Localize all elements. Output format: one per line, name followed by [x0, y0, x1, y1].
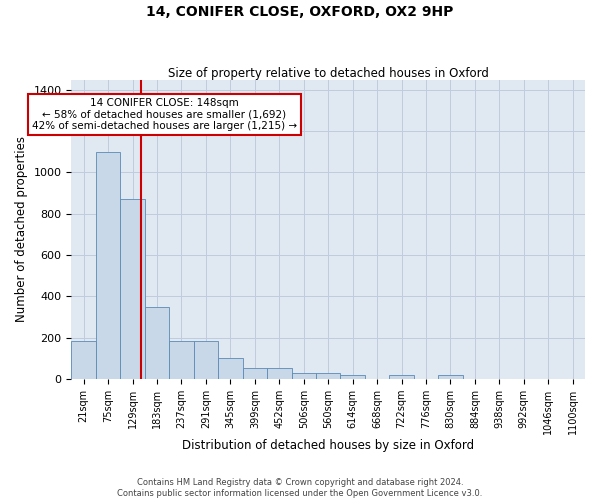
Bar	[194, 341, 218, 379]
Y-axis label: Number of detached properties: Number of detached properties	[15, 136, 28, 322]
Bar	[267, 368, 292, 379]
Bar	[438, 376, 463, 379]
Bar	[340, 376, 365, 379]
Bar	[169, 341, 194, 379]
Title: Size of property relative to detached houses in Oxford: Size of property relative to detached ho…	[168, 66, 488, 80]
Text: 14, CONIFER CLOSE, OXFORD, OX2 9HP: 14, CONIFER CLOSE, OXFORD, OX2 9HP	[146, 5, 454, 19]
Text: Contains HM Land Registry data © Crown copyright and database right 2024.
Contai: Contains HM Land Registry data © Crown c…	[118, 478, 482, 498]
X-axis label: Distribution of detached houses by size in Oxford: Distribution of detached houses by size …	[182, 440, 474, 452]
Bar	[96, 152, 121, 379]
Bar	[218, 358, 242, 379]
Text: 14 CONIFER CLOSE: 148sqm
← 58% of detached houses are smaller (1,692)
42% of sem: 14 CONIFER CLOSE: 148sqm ← 58% of detach…	[32, 98, 297, 132]
Bar	[316, 373, 340, 379]
Bar	[71, 341, 96, 379]
Bar	[292, 373, 316, 379]
Bar	[121, 200, 145, 379]
Bar	[389, 376, 414, 379]
Bar	[145, 306, 169, 379]
Bar	[242, 368, 267, 379]
